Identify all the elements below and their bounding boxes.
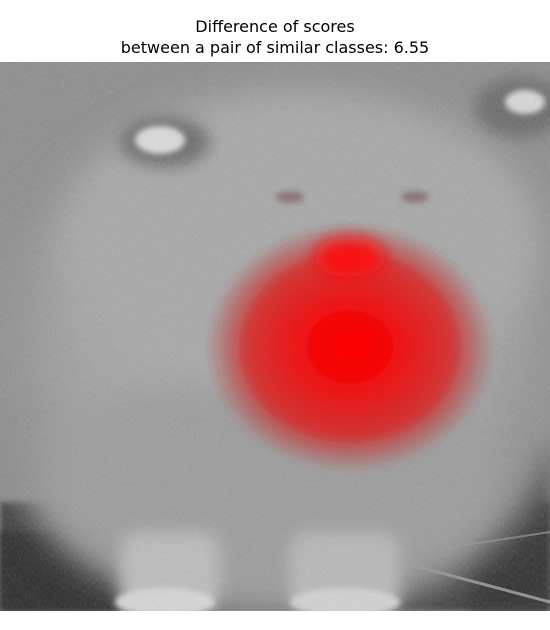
dog-photo-illustration bbox=[0, 62, 550, 611]
title-line-1: Difference of scores bbox=[195, 17, 355, 36]
figure-title: Difference of scores between a pair of s… bbox=[0, 16, 550, 58]
title-line-2: between a pair of similar classes: 6.55 bbox=[120, 38, 430, 57]
saliency-image bbox=[0, 62, 550, 611]
